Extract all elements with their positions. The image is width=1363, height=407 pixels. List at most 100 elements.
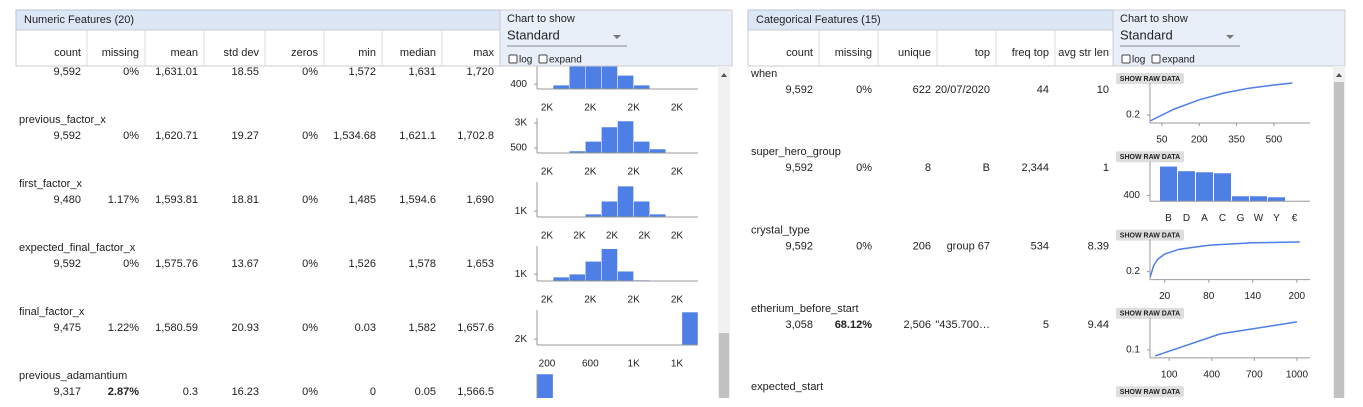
y-tick-label: 3K xyxy=(515,118,528,129)
cell: 1,593.81 xyxy=(155,194,198,206)
checkbox-label: log xyxy=(519,55,532,66)
raw-data-button-label[interactable]: SHOW RAW DATA xyxy=(1120,76,1180,83)
x-tick-label: 20 xyxy=(1159,291,1171,302)
x-tick-label: 50 xyxy=(1156,135,1168,146)
raw-data-button-label[interactable]: SHOW RAW DATA xyxy=(1120,389,1180,396)
chart-select[interactable]: Standard xyxy=(507,27,560,42)
line xyxy=(1149,241,1300,278)
cell: 0% xyxy=(302,258,318,270)
x-tick-label: D xyxy=(1183,213,1190,224)
cell: 0% xyxy=(302,130,318,142)
cell: 0% xyxy=(123,258,139,270)
checkbox[interactable] xyxy=(1121,54,1131,64)
bar xyxy=(1178,171,1195,202)
x-tick-label: 2K xyxy=(628,167,641,178)
cell: group 67 xyxy=(947,241,990,253)
histogram-bar xyxy=(617,185,634,218)
raw-data-button[interactable] xyxy=(1116,151,1184,163)
cell: 2,344 xyxy=(1021,162,1049,174)
x-tick-label: 2K xyxy=(671,167,684,178)
x-tick-label: 2K xyxy=(671,295,684,306)
histogram-bar xyxy=(617,120,634,154)
histogram-bar xyxy=(601,248,618,282)
checkbox-label: expand xyxy=(549,55,582,66)
select-arrow xyxy=(1226,35,1234,39)
cell: 19.27 xyxy=(231,130,259,142)
scroll-track xyxy=(718,66,730,398)
scroll-arrow[interactable] xyxy=(721,73,727,77)
cell: 1,534.68 xyxy=(333,130,376,142)
x-tick-label: 80 xyxy=(1203,291,1215,302)
cell: 1,657.6 xyxy=(457,322,494,334)
cell: 0.05 xyxy=(415,386,436,398)
cell: 0% xyxy=(123,66,139,78)
histogram-bar xyxy=(585,261,602,282)
x-tick-label: 400 xyxy=(1203,370,1220,381)
checkbox[interactable] xyxy=(1151,54,1161,64)
checkbox[interactable] xyxy=(538,54,548,64)
feature-name: previous_factor_x xyxy=(19,114,106,126)
histogram-bar xyxy=(568,273,586,282)
cell: 1,485 xyxy=(348,194,376,206)
cell: 0% xyxy=(302,322,318,334)
bar xyxy=(1250,196,1267,202)
cell: 13.67 xyxy=(231,258,259,270)
histogram-bar xyxy=(617,75,634,90)
histogram-bar xyxy=(633,201,650,218)
raw-data-button[interactable] xyxy=(1116,307,1184,319)
cell: 0 xyxy=(370,386,376,398)
raw-data-button-label[interactable]: SHOW RAW DATA xyxy=(1120,311,1180,318)
cell: 1,566.5 xyxy=(457,386,494,398)
chart-label: Chart to show xyxy=(1120,13,1188,25)
y-tick-label: 0.1 xyxy=(1126,345,1140,356)
cell: 9,592 xyxy=(785,162,813,174)
cell: 0% xyxy=(302,194,318,206)
feature-name: first_factor_x xyxy=(19,178,82,190)
cell: 2,506 xyxy=(903,319,931,331)
x-tick-label: 2K xyxy=(541,231,554,242)
line xyxy=(1154,321,1298,357)
cell: 20/07/2020 xyxy=(935,84,990,96)
cell: 9,475 xyxy=(53,322,81,334)
x-tick-label: 600 xyxy=(582,359,599,370)
bar xyxy=(1214,173,1231,202)
cell: 0% xyxy=(856,162,872,174)
raw-data-button[interactable] xyxy=(1116,386,1184,398)
y-tick-label: 0.2 xyxy=(1126,110,1140,121)
histogram-bar xyxy=(649,148,667,154)
column-label: count xyxy=(786,47,813,59)
cell: 0.03 xyxy=(355,322,376,334)
column-label: count xyxy=(54,47,81,59)
y-tick-label: 1K xyxy=(515,206,528,217)
cell: 1,631 xyxy=(408,66,436,78)
scroll-thumb[interactable] xyxy=(719,333,729,398)
column-label: std dev xyxy=(224,47,260,59)
cell: 9,592 xyxy=(785,84,813,96)
feature-name: final_factor_x xyxy=(19,306,85,318)
scroll-arrow[interactable] xyxy=(1336,73,1342,77)
raw-data-button-label[interactable]: SHOW RAW DATA xyxy=(1120,232,1180,239)
raw-data-button[interactable] xyxy=(1116,229,1184,241)
cell: 206 xyxy=(913,241,931,253)
y-tick-label: 500 xyxy=(510,143,527,154)
cell: 1,580.59 xyxy=(155,322,198,334)
x-tick-label: W xyxy=(1254,213,1264,224)
cell: 9.44 xyxy=(1088,319,1109,331)
x-tick-label: 2K xyxy=(628,295,641,306)
raw-data-button[interactable] xyxy=(1116,73,1184,84)
feature-name: etherium_before_start xyxy=(751,303,859,315)
raw-data-button-label[interactable]: SHOW RAW DATA xyxy=(1120,154,1180,161)
x-tick-label: 2K xyxy=(671,103,684,114)
checkbox[interactable] xyxy=(508,54,518,64)
cell: 0.3 xyxy=(183,386,198,398)
x-tick-label: 350 xyxy=(1228,135,1245,146)
x-tick-label: 100 xyxy=(1161,370,1178,381)
cell: 9,592 xyxy=(53,130,81,142)
cell: 1.22% xyxy=(108,322,139,334)
scroll-thumb[interactable] xyxy=(1334,82,1344,398)
checkbox-label: expand xyxy=(1162,55,1195,66)
chart-select[interactable]: Standard xyxy=(1120,27,1173,42)
cell: 0% xyxy=(856,241,872,253)
column-label: unique xyxy=(898,47,931,59)
